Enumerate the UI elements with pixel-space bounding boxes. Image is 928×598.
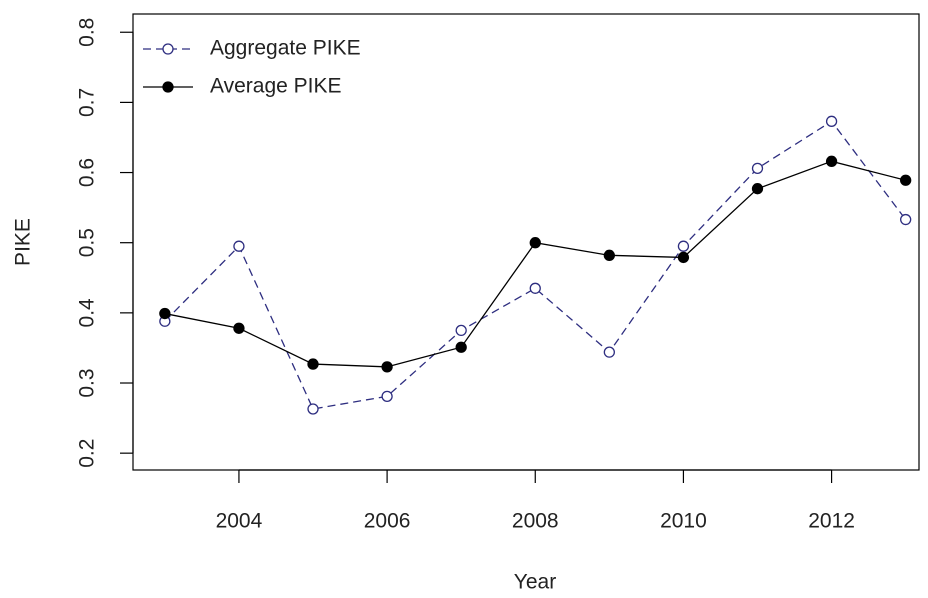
x-tick-label: 2010 bbox=[660, 510, 707, 533]
data-point bbox=[825, 115, 838, 127]
data-point bbox=[603, 249, 615, 261]
series-line bbox=[164, 120, 907, 410]
y-tick-label: 0.8 bbox=[76, 18, 99, 47]
data-point bbox=[233, 322, 245, 334]
data-point bbox=[751, 183, 764, 195]
x-tick-label: 2004 bbox=[216, 510, 263, 533]
data-point bbox=[603, 346, 615, 358]
x-tick-label: 2006 bbox=[364, 510, 411, 533]
y-tick-label: 0.7 bbox=[76, 88, 99, 117]
legend-label: Average PIKE bbox=[210, 75, 342, 98]
data-point bbox=[900, 213, 912, 226]
y-tick-label: 0.6 bbox=[76, 158, 99, 187]
y-axis-title: PIKE bbox=[12, 218, 35, 266]
data-point bbox=[825, 155, 838, 167]
data-point bbox=[677, 251, 690, 264]
x-tick-label: 2008 bbox=[512, 510, 559, 533]
data-point bbox=[307, 403, 319, 415]
legend-marker bbox=[162, 43, 174, 55]
data-point bbox=[455, 324, 467, 337]
data-point bbox=[529, 237, 541, 249]
data-point bbox=[159, 307, 171, 320]
data-point bbox=[381, 361, 393, 373]
data-point bbox=[529, 282, 541, 294]
data-point bbox=[381, 390, 393, 402]
x-axis-title: Year bbox=[514, 571, 556, 594]
y-tick-label: 0.4 bbox=[76, 298, 99, 328]
legend-label: Aggregate PIKE bbox=[210, 37, 361, 60]
data-point bbox=[751, 162, 764, 174]
x-tick-label: 2012 bbox=[808, 510, 855, 533]
series-line bbox=[164, 160, 906, 368]
data-point bbox=[307, 358, 319, 370]
y-tick-label: 0.5 bbox=[76, 228, 99, 257]
data-point bbox=[233, 240, 245, 252]
y-tick-label: 0.3 bbox=[76, 368, 99, 397]
data-point bbox=[455, 341, 467, 353]
y-tick-label: 0.2 bbox=[76, 439, 99, 468]
legend-marker bbox=[162, 81, 174, 93]
data-point bbox=[677, 240, 690, 252]
data-point bbox=[900, 174, 912, 186]
